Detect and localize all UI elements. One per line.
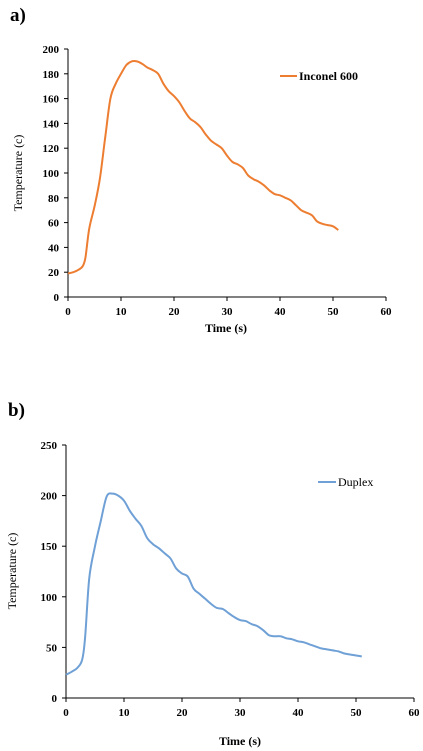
y-tick-label: 0 (52, 693, 58, 705)
x-tick-label: 10 (116, 306, 128, 318)
x-tick-label: 50 (351, 707, 363, 719)
y-tick-label: 50 (46, 642, 58, 654)
legend-label: Duplex (338, 475, 373, 489)
x-tick-label: 0 (63, 707, 69, 719)
x-axis-title: Time (s) (219, 734, 261, 748)
y-tick-label: 100 (43, 168, 60, 180)
y-tick-label: 0 (54, 292, 60, 304)
y-tick-label: 60 (48, 218, 60, 230)
y-tick-label: 100 (41, 592, 58, 604)
y-tick-label: 20 (48, 267, 60, 279)
y-tick-label: 140 (43, 118, 60, 130)
legend-label: Inconel 600 (299, 69, 358, 83)
x-tick-label: 60 (381, 306, 393, 318)
y-tick-label: 180 (43, 69, 60, 81)
x-tick-label: 40 (293, 707, 305, 719)
y-tick-label: 40 (48, 242, 60, 254)
x-tick-label: 0 (65, 306, 71, 318)
chart-a-inconel: 0 20 40 60 80 100 120 140 160 180 200 0 10 20 30 40 50 60… (11, 44, 392, 335)
y-axis-title: Temperature (c) (11, 135, 25, 212)
y-tick-label: 160 (43, 94, 60, 106)
x-tick-label: 30 (222, 306, 234, 318)
x-axis-title: Time (s) (205, 321, 247, 335)
x-tick-label: 20 (169, 306, 181, 318)
x-tick-label: 60 (409, 707, 421, 719)
x-tick-label: 40 (275, 306, 287, 318)
y-axis-title: Temperature (c) (5, 533, 19, 610)
x-tick-label: 30 (235, 707, 247, 719)
chart-b-duplex: 0 50 100 150 200 250 0 10 20 30 40 50 60 Temperature … (5, 440, 420, 748)
panel-label-b: b) (8, 400, 25, 421)
x-tick-label: 10 (119, 707, 131, 719)
series-line (67, 60, 339, 275)
y-tick-label: 120 (43, 143, 60, 155)
panel-label-a: a) (10, 5, 26, 26)
x-tick-label: 50 (328, 306, 340, 318)
y-tick-label: 200 (41, 491, 58, 503)
x-tick-label: 20 (177, 707, 189, 719)
y-tick-label: 200 (43, 44, 60, 56)
series-line (65, 492, 362, 676)
y-tick-label: 80 (48, 193, 60, 205)
y-tick-label: 150 (41, 541, 58, 553)
y-tick-label: 250 (41, 440, 58, 452)
